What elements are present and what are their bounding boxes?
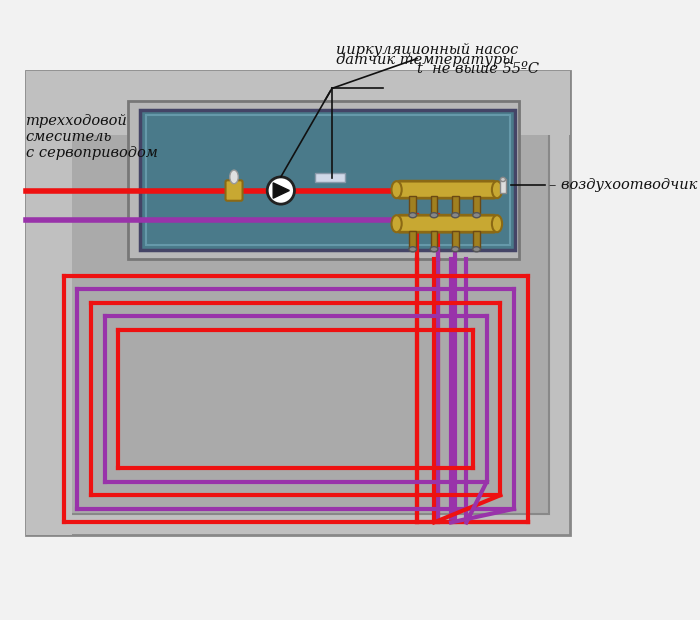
Bar xyxy=(410,231,416,249)
Bar xyxy=(127,101,519,259)
Bar xyxy=(452,231,458,249)
Polygon shape xyxy=(273,183,289,198)
Ellipse shape xyxy=(473,213,480,218)
Ellipse shape xyxy=(500,177,505,182)
Bar xyxy=(25,71,72,535)
Ellipse shape xyxy=(452,213,459,218)
Bar xyxy=(473,197,480,215)
FancyBboxPatch shape xyxy=(398,181,496,198)
Ellipse shape xyxy=(430,247,438,252)
Bar xyxy=(315,174,344,182)
Ellipse shape xyxy=(492,215,502,232)
Bar xyxy=(410,197,416,215)
Bar xyxy=(141,110,515,250)
Ellipse shape xyxy=(430,213,438,218)
FancyBboxPatch shape xyxy=(398,215,496,232)
Ellipse shape xyxy=(230,170,238,184)
Bar xyxy=(500,179,505,193)
Bar xyxy=(25,71,570,135)
Ellipse shape xyxy=(391,215,402,232)
Ellipse shape xyxy=(473,247,480,252)
Ellipse shape xyxy=(409,247,416,252)
Bar xyxy=(47,92,549,514)
Ellipse shape xyxy=(391,181,402,198)
Circle shape xyxy=(267,177,295,204)
Text: циркуляционный насос: циркуляционный насос xyxy=(336,43,519,57)
Bar xyxy=(452,197,458,215)
Ellipse shape xyxy=(409,213,416,218)
Bar xyxy=(146,115,510,245)
Bar xyxy=(430,197,438,215)
Text: датчик температуры: датчик температуры xyxy=(336,53,514,67)
Bar xyxy=(430,231,438,249)
Bar xyxy=(473,231,480,249)
Ellipse shape xyxy=(452,247,459,252)
Ellipse shape xyxy=(492,181,502,198)
Bar xyxy=(25,71,570,535)
Text: трехходовой
смеситель
с сервоприводом: трехходовой смеситель с сервоприводом xyxy=(25,114,158,161)
FancyBboxPatch shape xyxy=(225,180,242,201)
Text: t  не выше 55ºC: t не выше 55ºC xyxy=(417,61,539,76)
Text: – воздухоотводчик: – воздухоотводчик xyxy=(549,177,697,192)
